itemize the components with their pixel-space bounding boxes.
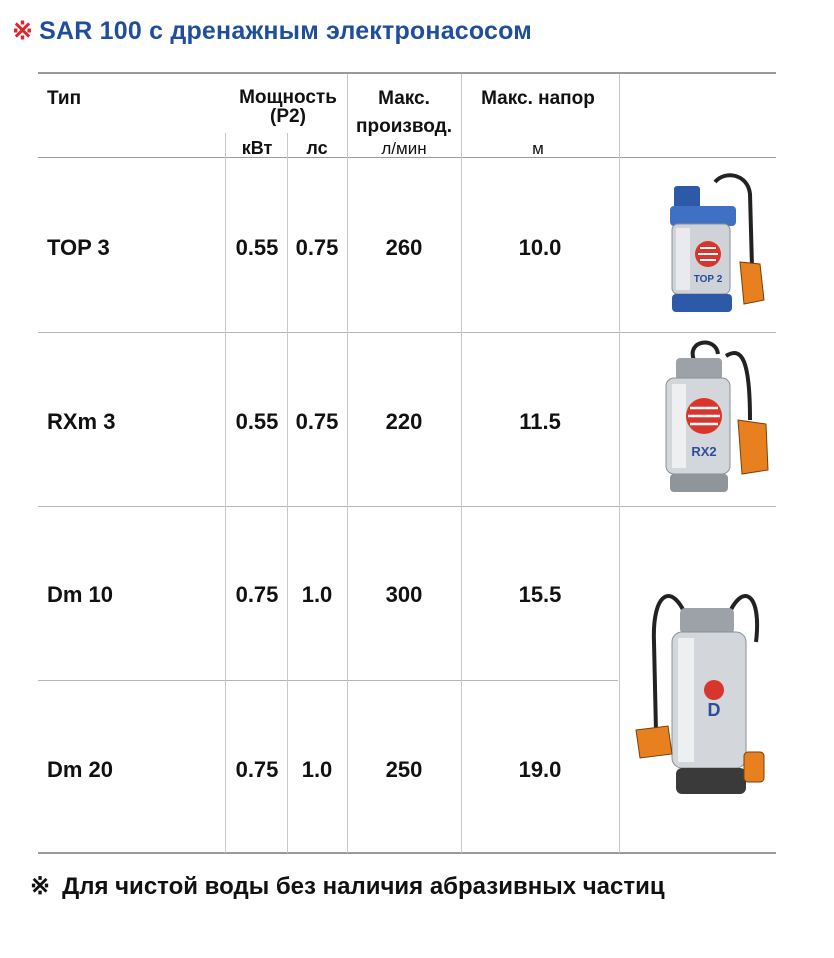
header-head-unit: м [532, 139, 544, 158]
float-switch-icon [737, 419, 769, 475]
cell-flow: 220 [385, 409, 423, 434]
pump-base [672, 294, 732, 312]
float-switch-icon [635, 725, 673, 759]
cell-type: Dm 20 [47, 757, 114, 782]
row-divider [38, 506, 776, 507]
cell-head: 11.5 [519, 409, 561, 434]
cell-hp: 0.75 [295, 409, 339, 434]
motor-cap [670, 206, 736, 226]
reference-mark-icon: ※ [30, 873, 51, 900]
motor-cap [676, 358, 722, 380]
motor-cap [680, 608, 734, 634]
column-divider [461, 74, 462, 853]
cell-flow: 260 [385, 235, 423, 260]
cell-flow: 250 [385, 757, 423, 782]
row-divider [38, 332, 776, 333]
cell-type: TOP 3 [47, 235, 110, 260]
cell-type: Dm 10 [47, 582, 114, 607]
cell-kw: 0.75 [235, 582, 279, 607]
brand-logo-icon [704, 680, 724, 700]
header-flow: Макс. [378, 88, 430, 109]
cell-head: 19.0 [518, 757, 562, 782]
pump-base [676, 768, 746, 794]
pump-base [670, 474, 728, 492]
model-label: RX2 [691, 444, 716, 459]
column-divider [347, 74, 348, 853]
header-head: Макс. напор [481, 88, 595, 109]
header-flow-unit: л/мин [381, 139, 427, 158]
header-flow-line2: производ. [356, 116, 452, 137]
title-text: SAR 100 с дренажным электронасосом [39, 17, 532, 45]
float-switch-icon [739, 261, 765, 305]
header-kw-unit: кВт [241, 138, 273, 158]
pump-top-image: TOP 2 [670, 173, 765, 312]
cell-flow: 300 [385, 582, 423, 607]
cell-hp: 0.75 [295, 235, 339, 260]
header-type: Тип [47, 88, 82, 109]
cell-kw: 0.75 [235, 757, 279, 782]
footnote-text: Для чистой воды без наличия абразивных ч… [62, 873, 665, 900]
footnote: ※ Для чистой воды без наличия абразивных … [30, 872, 665, 901]
row-divider [38, 680, 618, 681]
reference-mark-icon: ※ [12, 17, 34, 45]
cell-type: RXm 3 [47, 409, 116, 434]
cell-head: 15.5 [518, 582, 562, 607]
pump-rx-image: RX2 [665, 340, 769, 492]
column-divider [287, 133, 288, 853]
column-divider [225, 133, 226, 853]
cell-kw: 0.55 [235, 235, 279, 260]
cell-hp: 1.0 [301, 582, 333, 607]
cell-hp: 1.0 [301, 757, 333, 782]
cell-kw: 0.55 [235, 409, 279, 434]
model-label: D [708, 700, 721, 720]
table-bottom-rule [38, 852, 776, 854]
pump-d-image: D [635, 594, 765, 794]
column-divider [619, 74, 620, 853]
header-power-p2: (P2) [270, 106, 306, 127]
header-hp-unit: лс [306, 138, 328, 158]
cell-head: 10.0 [518, 235, 562, 260]
header-power: Мощность [239, 87, 337, 108]
outlet-pipe [674, 186, 700, 212]
table-top-rule [38, 72, 776, 74]
header-rule [38, 157, 776, 158]
model-label: TOP 2 [694, 274, 723, 285]
page-title: ※ SAR 100 с дренажным электронасосом [12, 16, 532, 46]
